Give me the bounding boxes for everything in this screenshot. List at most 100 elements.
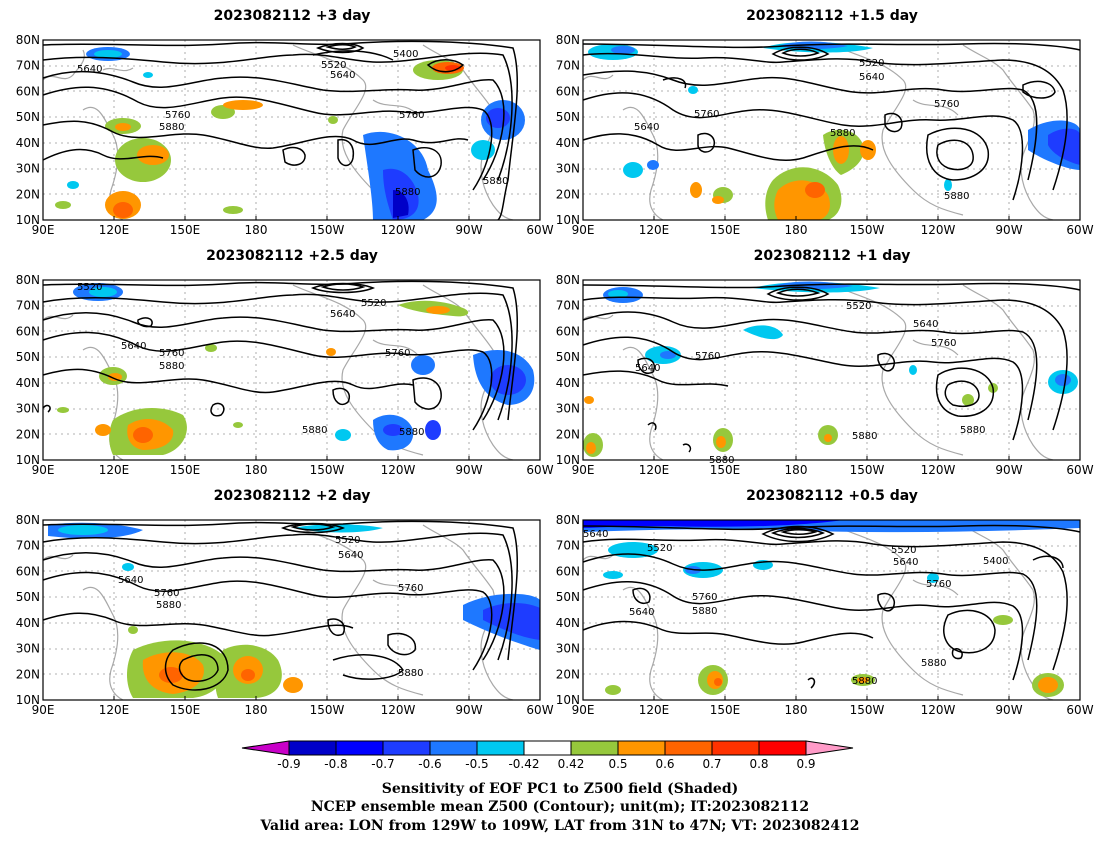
contour-labels: 5640 5520 5520 5640 5400 5760 5640 5760 …	[583, 529, 1008, 687]
panel-frame	[42, 519, 541, 701]
svg-text:5640: 5640	[893, 557, 918, 568]
x-tick-label: 90W	[455, 223, 482, 237]
y-tick-label: 70N	[556, 299, 580, 313]
y-tick-label: 20N	[16, 667, 40, 681]
svg-text:5520: 5520	[361, 298, 386, 309]
colorbar-swatch	[335, 740, 384, 756]
y-tick-label: 10N	[16, 213, 40, 227]
colorbar-tick-label: 0.5	[608, 757, 627, 771]
axis-labels: 90E 120E 150E 180 150W 120W 90W 60W 80N 70N 60N 50N…	[16, 33, 1094, 717]
x-tick-label: 120W	[921, 223, 956, 237]
svg-text:5760: 5760	[398, 583, 423, 594]
x-tick-label: 90E	[572, 703, 595, 717]
colorbar-swatch	[617, 740, 666, 756]
x-tick-label: 120E	[99, 223, 130, 237]
contour-labels: 5520 5640 5760 5640 5760 5880 5880	[634, 58, 969, 202]
y-tick-label: 40N	[16, 616, 40, 630]
x-tick-label: 60W	[526, 223, 553, 237]
svg-text:5640: 5640	[859, 72, 884, 83]
z500-contours	[582, 42, 1081, 201]
x-tick-label: 150W	[310, 223, 345, 237]
y-tick-label: 20N	[556, 187, 580, 201]
y-tick-label: 10N	[16, 453, 40, 467]
colorbar-tick-label: -0.42	[508, 757, 539, 771]
x-tick-label: 150W	[850, 463, 885, 477]
x-tick-label: 90E	[32, 223, 55, 237]
panel-frame	[42, 279, 541, 461]
y-tick-label: 20N	[556, 427, 580, 441]
svg-text:5880: 5880	[156, 600, 181, 611]
svg-text:5640: 5640	[635, 363, 660, 374]
panel-plus-2-5-day: 5520 5520 5640 5640 5760 5880 5760 5880 …	[42, 279, 541, 461]
y-tick-label: 70N	[16, 59, 40, 73]
y-tick-label: 40N	[556, 376, 580, 390]
y-tick-label: 80N	[16, 273, 40, 287]
colorbar-swatch	[523, 740, 572, 756]
x-tick-label: 180	[785, 223, 808, 237]
svg-text:5400: 5400	[983, 556, 1008, 567]
x-tick-label: 90W	[995, 223, 1022, 237]
y-tick-label: 10N	[556, 693, 580, 707]
x-tick-label: 90E	[32, 703, 55, 717]
x-tick-label: 150E	[170, 703, 201, 717]
y-tick-label: 50N	[556, 110, 580, 124]
svg-text:5520: 5520	[846, 301, 871, 312]
colorbar-tick-label: 0.7	[702, 757, 721, 771]
y-tick-label: 80N	[16, 33, 40, 47]
colorbar-swatch	[476, 740, 525, 756]
svg-text:5760: 5760	[934, 99, 959, 110]
z500-contours	[42, 40, 519, 221]
x-tick-label: 150W	[310, 463, 345, 477]
x-tick-label: 90W	[995, 703, 1022, 717]
svg-text:5640: 5640	[121, 341, 146, 352]
colorbar-tick-label: 0.8	[749, 757, 768, 771]
x-tick-label: 180	[245, 463, 268, 477]
x-tick-label: 90W	[455, 703, 482, 717]
x-tick-label: 150E	[710, 703, 741, 717]
panel-frame	[42, 39, 541, 221]
svg-text:5760: 5760	[159, 348, 184, 359]
x-tick-label: 90E	[572, 223, 595, 237]
x-tick-label: 60W	[1066, 223, 1093, 237]
y-tick-label: 40N	[16, 136, 40, 150]
svg-text:5640: 5640	[629, 607, 654, 618]
colorbar-tick-label: 0.9	[796, 757, 815, 771]
x-tick-label: 150E	[710, 223, 741, 237]
svg-text:5520: 5520	[859, 58, 884, 69]
x-tick-label: 90W	[995, 463, 1022, 477]
svg-text:5880: 5880	[960, 425, 985, 436]
x-tick-label: 180	[785, 703, 808, 717]
colorbar-tick-label: -0.5	[465, 757, 488, 771]
x-tick-label: 120W	[381, 703, 416, 717]
x-tick-label: 180	[245, 703, 268, 717]
y-tick-label: 60N	[556, 564, 580, 578]
svg-text:5880: 5880	[398, 668, 423, 679]
y-tick-label: 60N	[16, 84, 40, 98]
colorbar-swatch	[382, 740, 431, 756]
y-tick-label: 60N	[16, 564, 40, 578]
svg-text:5760: 5760	[399, 110, 424, 121]
x-tick-label: 120W	[921, 703, 956, 717]
x-tick-label: 150E	[170, 463, 201, 477]
z500-contours	[42, 280, 519, 431]
y-tick-label: 20N	[16, 427, 40, 441]
svg-text:5520: 5520	[77, 282, 102, 293]
x-tick-label: 120E	[639, 223, 670, 237]
svg-text:5880: 5880	[692, 606, 717, 617]
y-tick-label: 50N	[16, 350, 40, 364]
z500-contours	[42, 520, 519, 691]
y-tick-label: 80N	[556, 33, 580, 47]
y-tick-label: 60N	[556, 84, 580, 98]
svg-text:5520: 5520	[321, 60, 346, 71]
contour-labels: 5520 5520 5640 5640 5760 5880 5760 5880 …	[77, 282, 424, 438]
panel-plus-2-day: 5520 5640 5640 5760 5880 5760 5880	[42, 519, 541, 701]
colorbar-swatch	[288, 740, 337, 756]
svg-text:5640: 5640	[583, 529, 608, 540]
contour-labels: 5640 5520 5400 5640 5760 5880 5760 5880 …	[77, 49, 508, 198]
x-tick-label: 150W	[310, 703, 345, 717]
y-tick-label: 50N	[16, 590, 40, 604]
y-tick-label: 70N	[556, 59, 580, 73]
svg-text:5760: 5760	[165, 110, 190, 121]
y-tick-label: 40N	[556, 616, 580, 630]
x-tick-label: 90E	[572, 463, 595, 477]
